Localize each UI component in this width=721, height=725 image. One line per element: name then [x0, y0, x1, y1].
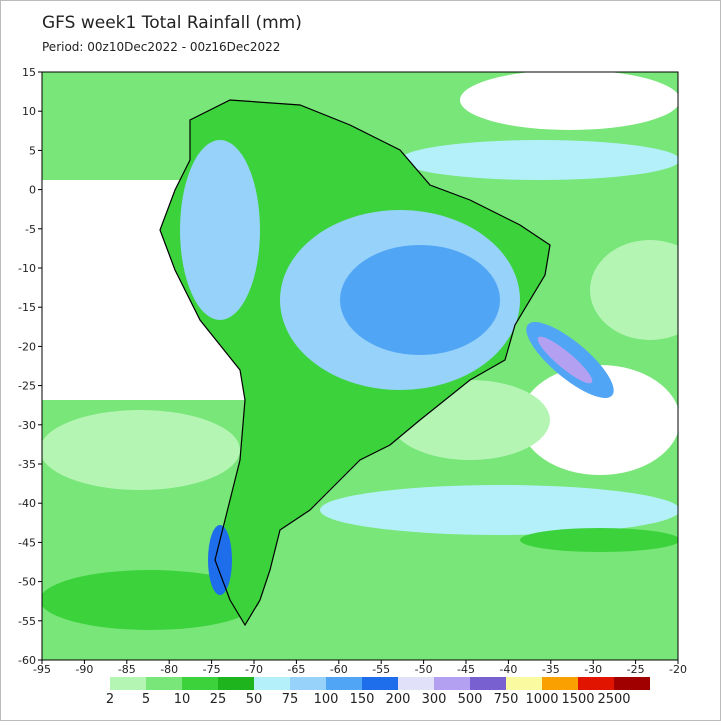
y-tick-label: -45 [18, 536, 36, 549]
colorbar-swatch [290, 677, 326, 690]
x-tick-label: -75 [203, 663, 221, 676]
shade [340, 245, 500, 355]
colorbar-label: 5 [142, 692, 150, 707]
colorbar-swatch [398, 677, 434, 690]
colorbar-swatch [470, 677, 506, 690]
colorbar-swatch [218, 677, 254, 690]
y-tick-label: -5 [25, 223, 36, 236]
shade [537, 336, 593, 384]
colorbar-label: 2 [106, 692, 114, 707]
shade [590, 240, 678, 340]
x-tick-label: -65 [287, 663, 305, 676]
colorbar-label: 75 [282, 692, 299, 707]
x-tick-label: -60 [330, 663, 348, 676]
x-tick-label: -55 [372, 663, 390, 676]
colorbar-swatch [362, 677, 398, 690]
colorbar-swatch [614, 677, 650, 690]
colorbar-label: 2500 [597, 692, 630, 707]
shade [42, 410, 240, 490]
x-tick-label: -25 [627, 663, 645, 676]
shade [180, 140, 260, 320]
colorbar-swatch [110, 677, 146, 690]
y-tick-label: -55 [18, 615, 36, 628]
x-tick-label: -40 [499, 663, 517, 676]
dry-area [460, 72, 678, 130]
colorbar-swatch [506, 677, 542, 690]
y-tick-label: -30 [18, 419, 36, 432]
y-tick-label: -40 [18, 497, 36, 510]
x-tick-label: -35 [542, 663, 560, 676]
x-tick-label: -85 [118, 663, 136, 676]
y-tick-label: -60 [18, 654, 36, 667]
shade [400, 140, 678, 180]
shade [42, 570, 260, 630]
colorbar-swatch [182, 677, 218, 690]
x-tick-label: -70 [245, 663, 263, 676]
y-tick-label: 15 [22, 66, 36, 79]
x-tick-label: -90 [75, 663, 93, 676]
shade [520, 528, 678, 552]
dry-area [520, 365, 678, 475]
colorbar-label: 1500 [561, 692, 594, 707]
y-tick-label: 0 [29, 184, 36, 197]
subtitle: Period: 00z10Dec2022 - 00z16Dec2022 [42, 40, 280, 54]
colorbar-label: 25 [210, 692, 227, 707]
map [41, 71, 679, 661]
map-border [41, 71, 679, 661]
coastline [159, 99, 551, 627]
y-tick-label: -50 [18, 576, 36, 589]
y-tick-label: -20 [18, 340, 36, 353]
shade [208, 525, 232, 595]
colorbar-label: 50 [246, 692, 263, 707]
x-tick-label: -80 [160, 663, 178, 676]
colorbar-label: 10 [174, 692, 191, 707]
x-tick-label: -95 [33, 663, 51, 676]
colorbar-label: 500 [458, 692, 483, 707]
colorbar-label: 100 [314, 692, 339, 707]
x-tick-label: -45 [457, 663, 475, 676]
x-tick-label: -20 [669, 663, 687, 676]
colorbar-swatch [254, 677, 290, 690]
x-tick-label: -50 [415, 663, 433, 676]
colorbar-label: 150 [350, 692, 375, 707]
colorbar-label: 200 [386, 692, 411, 707]
colorbar-swatch [326, 677, 362, 690]
y-tick-label: -25 [18, 380, 36, 393]
y-tick-label: -15 [18, 301, 36, 314]
x-tick-label: -30 [584, 663, 602, 676]
colorbar-label: 1000 [525, 692, 558, 707]
rain-field [42, 72, 678, 660]
colorbar-label: 750 [494, 692, 519, 707]
title: GFS week1 Total Rainfall (mm) [42, 13, 302, 33]
colorbar-swatch [434, 677, 470, 690]
y-tick-label: 5 [29, 144, 36, 157]
colorbar-swatch [542, 677, 578, 690]
y-tick-label: -10 [18, 262, 36, 275]
shade [320, 485, 678, 535]
y-tick-label: 10 [22, 105, 36, 118]
y-tick-label: -35 [18, 458, 36, 471]
colorbar-label: 300 [422, 692, 447, 707]
colorbar-swatch [578, 677, 614, 690]
colorbar-swatch [146, 677, 182, 690]
